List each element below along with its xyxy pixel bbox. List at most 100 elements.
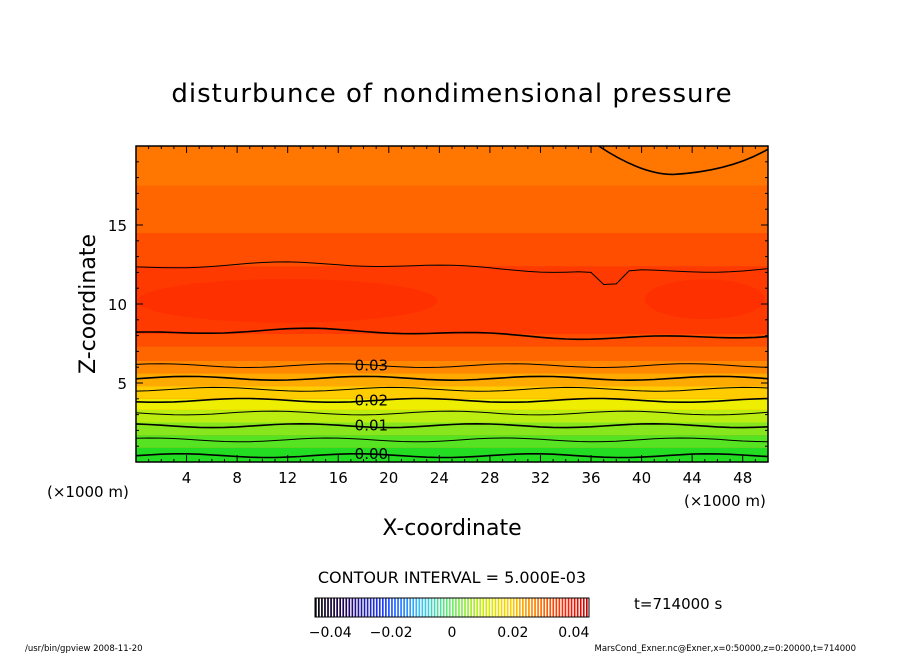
contour-band [137, 278, 438, 323]
colorbar-segment [391, 598, 393, 617]
colorbar-segment [439, 598, 442, 617]
colorbar-segment [442, 598, 445, 617]
contour-line [135, 375, 769, 382]
contour-line [135, 452, 769, 459]
x-tick-label: 16 [329, 469, 348, 487]
colorbar-tick-label: 0.02 [497, 625, 528, 641]
x-unit-left: (×1000 m) [47, 483, 129, 501]
contour-band [136, 398, 768, 410]
colorbar-segment [549, 598, 552, 617]
colorbar-segment [518, 598, 521, 617]
x-tick-label: 32 [531, 469, 550, 487]
colorbar-tick-label: −0.04 [309, 625, 352, 641]
colorbar-segment [385, 598, 387, 617]
x-tick-label: 44 [683, 469, 702, 487]
x-tick-label: 36 [581, 469, 600, 487]
colorbar-segment [315, 598, 317, 617]
colorbar-segment [464, 598, 466, 617]
colorbar-segment [567, 598, 570, 617]
y-tick-label: 5 [117, 375, 127, 393]
colorbar-segment [473, 598, 475, 617]
colorbar-segment [448, 598, 451, 617]
contour-label: 0.03 [355, 357, 388, 375]
colorbar-segment [409, 598, 412, 617]
colorbar-segment [555, 598, 558, 617]
colorbar-segment [570, 598, 573, 617]
x-tick-label: 40 [632, 469, 651, 487]
colorbar-segment [485, 598, 488, 617]
colorbar-segment [430, 598, 433, 617]
x-tick-label: 20 [379, 469, 398, 487]
colorbar-segment [522, 598, 524, 617]
colorbar-segment [406, 598, 409, 617]
colorbar-segment [531, 598, 533, 617]
y-tick-label: 10 [108, 296, 127, 314]
contour-label: 0.02 [355, 391, 388, 409]
colorbar-segment [433, 598, 436, 617]
colorbar-segment [394, 598, 396, 617]
x-tick-label: 48 [733, 469, 752, 487]
colorbar-segment [482, 598, 485, 617]
time-label: t=714000 s [634, 595, 722, 613]
colorbar-tick-labels: −0.04 −0.02 0 0.02 0.04 [309, 625, 590, 641]
x-axis-label: X-coordinate [382, 516, 521, 541]
colorbar-segment [369, 598, 372, 617]
colorbar-segment [381, 598, 384, 617]
colorbar-segment [436, 598, 439, 617]
colorbar-segment [500, 598, 503, 617]
colorbar-segment [339, 598, 342, 617]
colorbar-segment [388, 598, 390, 617]
x-tick-label: 28 [480, 469, 499, 487]
colorbar-segment [558, 598, 561, 617]
colorbar-segment [479, 598, 482, 617]
colorbar-segment [476, 598, 479, 617]
contour-line [135, 397, 769, 403]
colorbar-segment [418, 598, 421, 617]
contour-band [136, 146, 768, 186]
colorbar-segment [525, 598, 527, 617]
contour-interval-text: CONTOUR INTERVAL = 5.000E-03 [318, 568, 586, 587]
contour-band [136, 409, 768, 423]
colorbar-segment [537, 598, 539, 617]
colorbar-segment [345, 598, 348, 617]
colorbar-segment [375, 598, 378, 617]
footer-right: MarsCond_Exner.nc@Exner,x=0:50000,z=0:20… [594, 644, 856, 654]
colorbar-segment [470, 598, 472, 617]
colorbar-segment [318, 598, 320, 617]
contour-line [135, 410, 769, 416]
contour-line [135, 386, 769, 392]
colorbar-segment [351, 598, 354, 617]
colorbar-segment [403, 598, 405, 617]
colorbar-segment [540, 598, 542, 617]
colorbar-segment [427, 598, 430, 617]
colorbar-segment [573, 598, 576, 617]
contour-band [136, 185, 768, 233]
colorbar-segment [552, 598, 555, 617]
x-unit-right: (×1000 m) [684, 492, 766, 510]
y-axis: 5 10 15 [108, 161, 768, 447]
colorbar-segment [415, 598, 418, 617]
plot-area: 0.00 0.01 0.02 0.03 [135, 145, 769, 463]
colorbar-frame [314, 597, 590, 618]
colorbar-tick-label: 0 [448, 625, 457, 641]
x-tick-label: 8 [232, 469, 242, 487]
colorbar-segment [333, 598, 335, 617]
colorbar-segment [543, 598, 546, 617]
colorbar-segment [488, 598, 491, 617]
chart-title: disturbunce of nondimensional pressure [171, 79, 732, 109]
colorbar-segment [576, 598, 579, 617]
contour-labels: 0.00 0.01 0.02 0.03 [355, 357, 388, 463]
colorbar-segment [445, 598, 448, 617]
colorbar-segment [421, 598, 424, 617]
colorbar-segment [515, 598, 518, 617]
colorbar-segment [336, 598, 338, 617]
colorbar-tick-label: 0.04 [558, 625, 589, 641]
contour-label: 0.01 [355, 417, 388, 435]
colorbar-segment [455, 598, 457, 617]
colorbar-segment [506, 598, 509, 617]
colorbar-segment [497, 598, 500, 617]
contour-line [135, 437, 769, 443]
colorbar-segment [357, 598, 360, 617]
contour-band [136, 346, 768, 361]
